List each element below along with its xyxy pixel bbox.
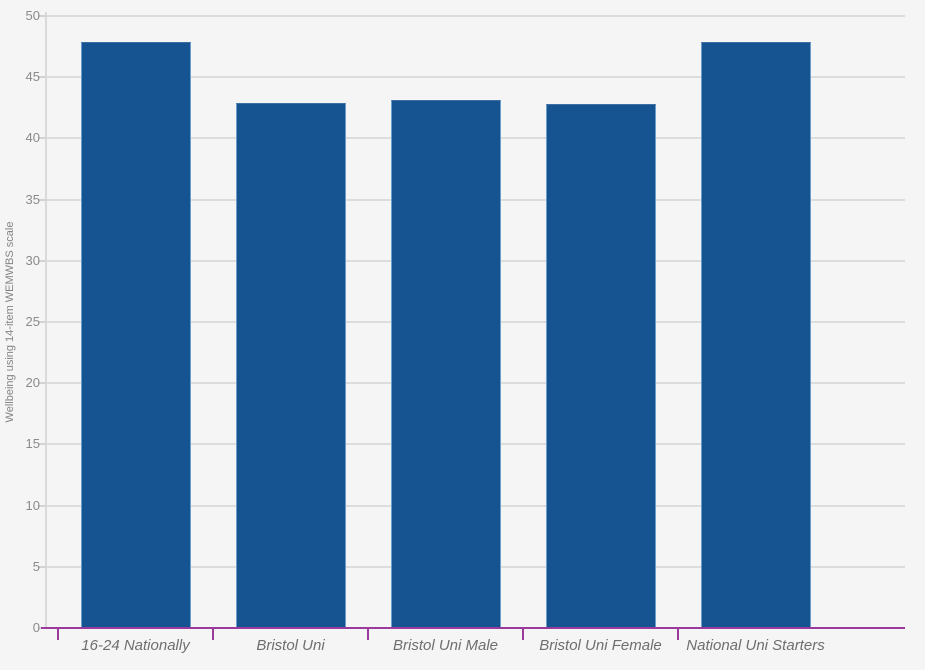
x-axis-label: Bristol Uni bbox=[256, 637, 325, 654]
y-tick-label: 0 bbox=[32, 620, 40, 635]
gridline bbox=[46, 76, 905, 79]
y-tick-mark bbox=[38, 321, 46, 323]
y-tick-label: 40 bbox=[25, 130, 40, 146]
x-axis-label: National Uni Starters bbox=[686, 637, 825, 654]
y-tick-label: 45 bbox=[25, 69, 40, 85]
y-tick-label: 10 bbox=[25, 497, 40, 513]
bar-bristol-uni-male[interactable] bbox=[390, 100, 501, 628]
gridline bbox=[46, 15, 905, 17]
y-tick-label: 50 bbox=[25, 8, 40, 23]
y-tick-mark bbox=[38, 76, 46, 79]
y-tick-mark bbox=[38, 443, 46, 446]
x-tick-mark bbox=[367, 628, 369, 640]
y-tick-mark bbox=[38, 15, 46, 17]
y-tick-label: 15 bbox=[25, 436, 40, 452]
y-tick-mark bbox=[38, 259, 46, 262]
y-tick-mark bbox=[38, 137, 46, 140]
bar-16-24-nationally[interactable] bbox=[80, 41, 191, 628]
x-axis-label: Bristol Uni Male bbox=[392, 637, 499, 654]
x-axis-label: 16-24 Nationally bbox=[81, 637, 190, 654]
y-tick-mark bbox=[38, 504, 46, 507]
x-axis-line bbox=[41, 626, 905, 629]
y-tick-mark bbox=[38, 565, 46, 568]
y-tick-mark bbox=[38, 198, 46, 201]
x-axis-label: Bristol Uni Female bbox=[539, 637, 662, 654]
bar-bristol-uni[interactable] bbox=[235, 102, 346, 628]
x-tick-mark bbox=[522, 628, 524, 640]
y-tick-label: 25 bbox=[25, 314, 40, 329]
y-axis-line bbox=[45, 12, 47, 628]
bar-bristol-uni-female[interactable] bbox=[545, 104, 656, 628]
x-tick-mark bbox=[677, 628, 679, 640]
bar-national-uni-starters[interactable] bbox=[700, 41, 811, 628]
y-tick-label: 20 bbox=[25, 375, 40, 391]
y-tick-label: 5 bbox=[32, 558, 40, 574]
y-tick-mark bbox=[38, 382, 46, 385]
x-tick-mark bbox=[212, 628, 214, 640]
y-tick-label: 35 bbox=[25, 191, 40, 207]
y-tick-label: 30 bbox=[25, 252, 40, 268]
x-tick-mark bbox=[57, 628, 59, 640]
